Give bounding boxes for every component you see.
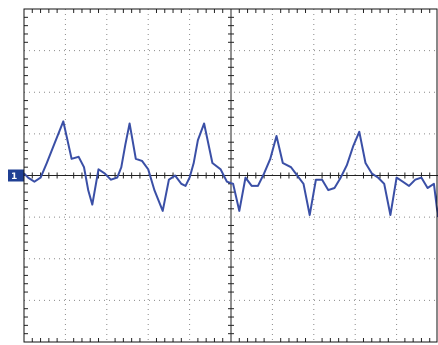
grid (24, 9, 438, 342)
channel-marker-label: 1 (11, 172, 17, 182)
waveform-trace (23, 120, 438, 218)
plot-frame (23, 8, 438, 343)
axis-ticks (24, 9, 431, 342)
channel-marker-box (8, 169, 24, 182)
channel-marker: 1 (8, 169, 24, 182)
